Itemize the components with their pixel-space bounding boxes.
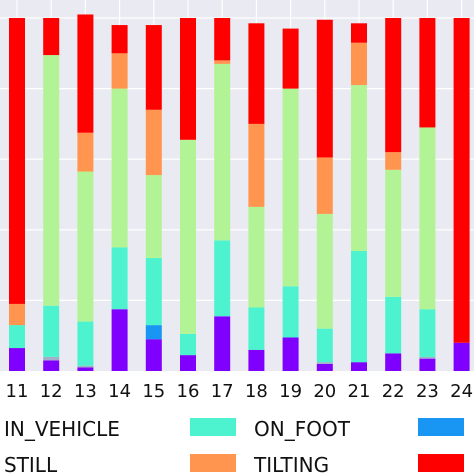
x-tick-label: 11	[6, 381, 29, 402]
x-tick-label: 15	[142, 381, 165, 402]
bar-segment-20-series-1	[316, 362, 333, 364]
bar-segment-22-series-0	[385, 353, 402, 371]
bar-segment-18-series-6	[248, 23, 265, 124]
legend-label: IN_VEHICLE	[4, 417, 120, 441]
bar-segment-11-series-0	[9, 348, 25, 371]
bar-segment-22-series-5	[385, 152, 402, 170]
bar-segment-15-series-6	[145, 25, 162, 110]
bar-segment-13-series-3	[77, 321, 94, 366]
bar-segment-17-series-0	[214, 316, 231, 371]
legend-swatch	[418, 418, 464, 436]
bar-segment-21-series-5	[351, 42, 367, 86]
bar-segment-12-series-1	[43, 356, 60, 361]
bar-segment-22-series-4	[385, 169, 402, 297]
bar-segment-14-series-0	[111, 309, 128, 371]
bar-segment-24-series-6	[453, 18, 470, 343]
bar-segment-16-series-4	[180, 139, 196, 334]
bar-segment-14-series-6	[111, 25, 128, 54]
bar-segment-21-series-3	[351, 250, 367, 363]
bar-segment-13-series-4	[77, 171, 94, 322]
bar-segment-17-series-3	[214, 240, 231, 317]
bar-segment-21-series-4	[351, 85, 367, 251]
bar-segment-11-series-3	[9, 325, 25, 349]
bar-segment-23-series-1	[419, 356, 436, 359]
bar-segment-20-series-6	[316, 19, 333, 158]
legend-swatch	[190, 418, 236, 436]
bar-segment-16-series-6	[180, 18, 196, 140]
legend-swatch	[418, 454, 464, 472]
x-tick-label: 17	[211, 381, 234, 402]
bar-segment-20-series-0	[316, 363, 333, 371]
bar-segment-12-series-4	[43, 55, 60, 306]
bar-segment-22-series-3	[385, 296, 402, 354]
bar-segment-13-series-5	[77, 132, 94, 172]
bar-segment-20-series-3	[316, 328, 333, 363]
legend-swatch	[190, 454, 236, 472]
bar-segment-19-series-0	[282, 337, 299, 371]
bar-segment-13-series-6	[77, 14, 94, 133]
bar-segment-15-series-3	[145, 258, 162, 326]
x-tick-label: 16	[177, 381, 200, 402]
bar-segment-11-series-5	[9, 303, 25, 326]
bar-segment-22-series-6	[385, 18, 402, 153]
bar-segment-16-series-3	[180, 333, 196, 356]
bar-segment-15-series-4	[145, 175, 162, 259]
bar-segment-14-series-4	[111, 88, 128, 248]
plot-background	[0, 0, 474, 371]
x-tick-label: 14	[108, 381, 131, 402]
legend: IN_VEHICLE ON_FOOT STILL TILTING	[4, 417, 464, 474]
bar-segment-21-series-0	[351, 362, 367, 371]
bar-segment-15-series-0	[145, 339, 162, 371]
bar-segment-13-series-0	[77, 367, 94, 371]
bar-segment-12-series-3	[43, 305, 60, 357]
bar-segment-15-series-2	[145, 325, 162, 340]
bar-segment-12-series-6	[43, 18, 60, 56]
bar-segment-14-series-5	[111, 53, 128, 89]
bar-segment-21-series-6	[351, 23, 367, 43]
bar-segment-19-series-3	[282, 286, 299, 338]
x-tick-label: 22	[382, 381, 405, 402]
x-tick-label: 20	[313, 381, 336, 402]
x-tick-label: 12	[40, 381, 63, 402]
bar-segment-17-series-4	[214, 63, 231, 241]
bar-segment-23-series-6	[419, 18, 436, 128]
bar-segment-16-series-0	[180, 355, 196, 371]
x-tick-label: 13	[74, 381, 97, 402]
bar-segment-12-series-0	[43, 360, 60, 371]
bar-segment-23-series-3	[419, 309, 436, 357]
x-tick-labels: 11 12 13 14 15 16 17 18 19 20 21 22 23 24	[6, 381, 474, 402]
bar-segment-23-series-4	[419, 127, 436, 310]
x-tick-label: 21	[348, 381, 371, 402]
x-tick-label: 23	[416, 381, 439, 402]
bar-segment-17-series-5	[214, 60, 231, 64]
bar-segment-19-series-6	[282, 28, 299, 89]
bar-segment-20-series-5	[316, 157, 333, 214]
bar-segment-24-series-0	[453, 342, 470, 371]
x-tick-label: 19	[279, 381, 302, 402]
bar-segment-23-series-0	[419, 358, 436, 371]
x-tick-label: 18	[245, 381, 268, 402]
bar-segment-14-series-3	[111, 247, 128, 310]
bar-segment-13-series-1	[77, 365, 94, 368]
bar-segment-15-series-5	[145, 109, 162, 176]
legend-label: TILTING	[253, 453, 329, 474]
bar-segment-18-series-4	[248, 206, 265, 308]
bar-segment-11-series-6	[9, 18, 25, 304]
bar-segment-18-series-3	[248, 307, 265, 350]
x-tick-label: 24	[450, 381, 473, 402]
bar-segment-17-series-6	[214, 18, 231, 61]
legend-label: ON_FOOT	[254, 417, 351, 441]
bar-segment-18-series-0	[248, 349, 265, 371]
bar-segment-20-series-4	[316, 213, 333, 329]
bars-layer	[9, 14, 470, 371]
legend-label: STILL	[4, 453, 58, 474]
bar-segment-19-series-4	[282, 88, 299, 287]
bar-segment-18-series-5	[248, 123, 265, 207]
